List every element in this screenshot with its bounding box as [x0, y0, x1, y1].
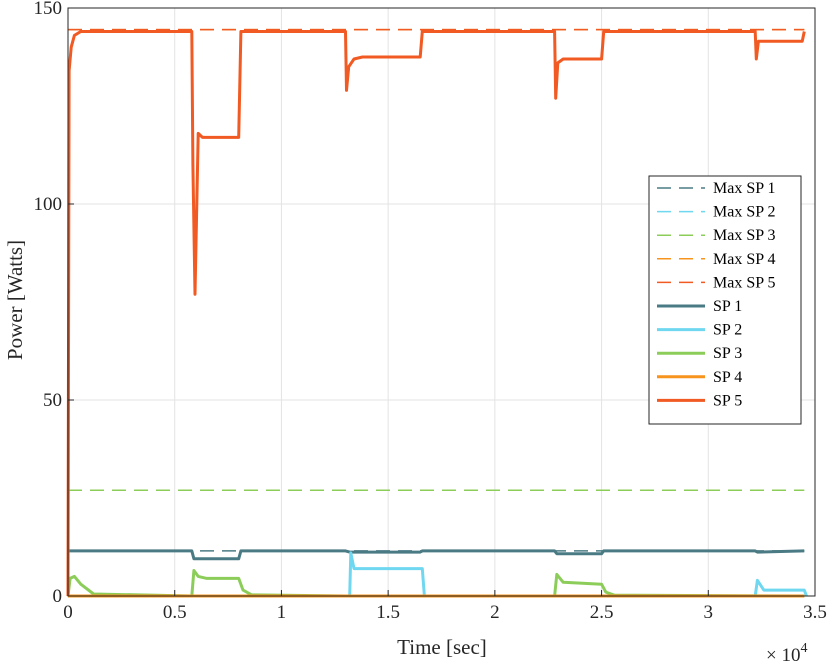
legend-label: SP 5 — [713, 392, 742, 409]
y-axis-label: Power [Watts] — [3, 240, 27, 360]
tick-labels: 0 0.5 1 1.5 2 2.5 3 3.5 0 50 100 150 — [34, 0, 827, 623]
x-tick-label: 3 — [704, 602, 714, 623]
x-tick-label: 0 — [63, 602, 73, 623]
legend-label: SP 3 — [713, 345, 742, 362]
legend-label: Max SP 4 — [713, 251, 776, 268]
x-tick-label: 2.5 — [590, 602, 614, 623]
series-sp-3 — [66, 569, 805, 598]
series-sp-1 — [68, 549, 805, 561]
legend-label: Max SP 3 — [713, 227, 776, 244]
y-tick-label: 150 — [34, 0, 63, 19]
x-axis-label: Time [sec] — [397, 635, 487, 659]
axes — [67, 7, 816, 597]
y-tick-label: 100 — [34, 194, 63, 215]
x-axis-multiplier: × 104 — [766, 641, 807, 662]
x-tick-label: 2 — [490, 602, 500, 623]
y-tick-label: 50 — [43, 390, 62, 411]
legend: Max SP 1 Max SP 2 Max SP 3 Max SP 4 Max SP 5… — [648, 175, 802, 425]
legend-label: SP 2 — [713, 322, 742, 339]
x-tick-label: 1.5 — [376, 602, 400, 623]
legend-label: Max SP 5 — [713, 274, 776, 291]
legend-label: Max SP 1 — [713, 180, 776, 197]
x-multiplier-exponent: 4 — [800, 641, 807, 656]
x-tick-label: 0.5 — [163, 602, 187, 623]
legend-box — [648, 175, 802, 425]
series-sp-2 — [68, 551, 808, 598]
x-multiplier-base: × 10 — [766, 645, 800, 662]
series-sp-5 — [66, 30, 806, 597]
legend-label: SP 1 — [713, 298, 742, 315]
x-tick-label: 3.5 — [803, 602, 827, 623]
x-tick-label: 1 — [277, 602, 287, 623]
axes-box — [67, 7, 816, 597]
legend-label: SP 4 — [713, 369, 742, 386]
legend-label: Max SP 2 — [713, 204, 776, 221]
y-tick-label: 0 — [53, 586, 63, 607]
